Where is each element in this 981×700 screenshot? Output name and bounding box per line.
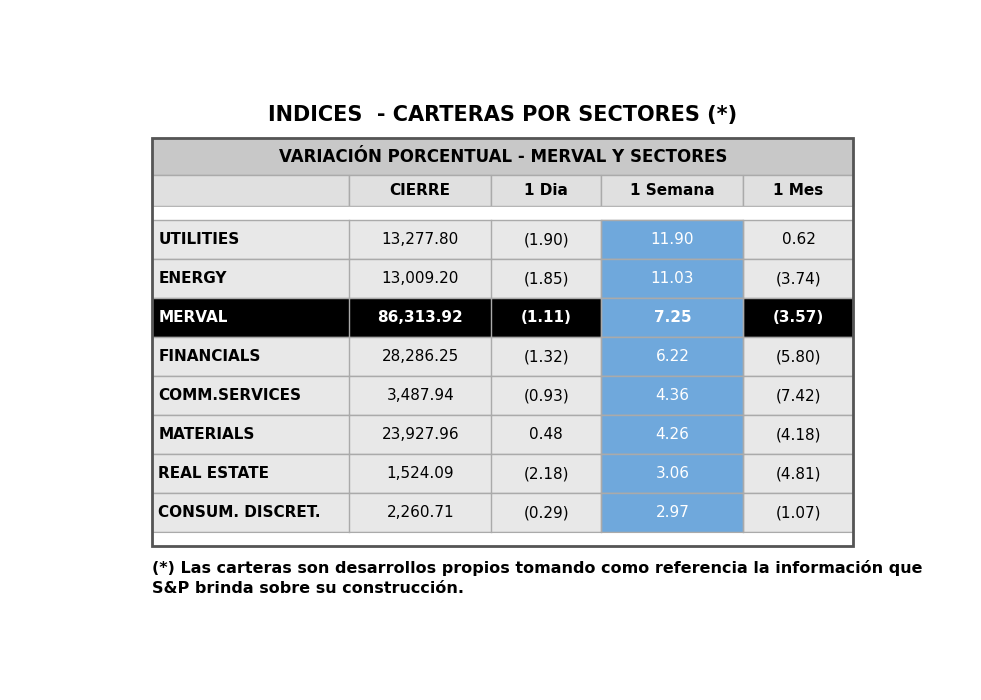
Bar <box>152 138 853 175</box>
Bar <box>152 493 853 532</box>
Text: (0.29): (0.29) <box>524 505 569 520</box>
Text: 2.97: 2.97 <box>655 505 690 520</box>
Text: INDICES  - CARTERAS POR SECTORES (*): INDICES - CARTERAS POR SECTORES (*) <box>268 105 737 125</box>
Text: REAL ESTATE: REAL ESTATE <box>158 466 269 481</box>
Text: 4.26: 4.26 <box>655 427 690 442</box>
Bar <box>601 220 744 260</box>
Text: (7.42): (7.42) <box>776 389 821 403</box>
Text: (4.81): (4.81) <box>776 466 821 481</box>
Text: 13,277.80: 13,277.80 <box>382 232 459 247</box>
Text: (1.11): (1.11) <box>521 310 572 326</box>
Text: (3.74): (3.74) <box>776 272 821 286</box>
Text: 6.22: 6.22 <box>655 349 690 364</box>
Text: CONSUM. DISCRET.: CONSUM. DISCRET. <box>158 505 321 520</box>
Bar <box>152 175 349 206</box>
Bar <box>601 454 744 493</box>
Text: 1 Dia: 1 Dia <box>525 183 568 198</box>
Bar <box>152 337 853 376</box>
Text: (*) Las carteras son desarrollos propios tomando como referencia la información : (*) Las carteras son desarrollos propios… <box>152 560 922 576</box>
Bar <box>152 220 853 260</box>
Text: 28,286.25: 28,286.25 <box>382 349 459 364</box>
Bar <box>152 415 853 454</box>
Bar <box>152 298 853 337</box>
Bar <box>601 376 744 415</box>
Bar <box>601 298 744 337</box>
Text: 1 Semana: 1 Semana <box>630 183 715 198</box>
Text: (1.07): (1.07) <box>776 505 821 520</box>
Text: 4.36: 4.36 <box>655 389 690 403</box>
Bar <box>491 175 601 206</box>
Bar <box>152 376 853 415</box>
Text: FINANCIALS: FINANCIALS <box>158 349 261 364</box>
Bar <box>152 138 853 546</box>
Text: (5.80): (5.80) <box>776 349 821 364</box>
Text: COMM.SERVICES: COMM.SERVICES <box>158 389 301 403</box>
Text: 1 Mes: 1 Mes <box>773 183 824 198</box>
Text: 3.06: 3.06 <box>655 466 690 481</box>
Bar <box>744 175 853 206</box>
Bar <box>601 337 744 376</box>
Text: (1.85): (1.85) <box>524 272 569 286</box>
Text: S&P brinda sobre su construcción.: S&P brinda sobre su construcción. <box>152 582 464 596</box>
Bar <box>601 415 744 454</box>
Text: 13,009.20: 13,009.20 <box>382 272 459 286</box>
Text: 86,313.92: 86,313.92 <box>378 310 463 326</box>
Bar <box>601 260 744 298</box>
Bar <box>601 493 744 532</box>
Text: 11.90: 11.90 <box>650 232 695 247</box>
Text: (0.93): (0.93) <box>524 389 569 403</box>
Text: 11.03: 11.03 <box>650 272 695 286</box>
Bar <box>152 532 853 546</box>
Text: (1.32): (1.32) <box>524 349 569 364</box>
Text: 3,487.94: 3,487.94 <box>387 389 454 403</box>
Text: CIERRE: CIERRE <box>389 183 450 198</box>
Text: ENERGY: ENERGY <box>158 272 227 286</box>
Text: 7.25: 7.25 <box>653 310 692 326</box>
Text: VARIACIÓN PORCENTUAL - MERVAL Y SECTORES: VARIACIÓN PORCENTUAL - MERVAL Y SECTORES <box>279 148 727 166</box>
Text: (4.18): (4.18) <box>776 427 821 442</box>
Text: MERVAL: MERVAL <box>158 310 228 326</box>
Bar <box>601 175 744 206</box>
Text: 1,524.09: 1,524.09 <box>387 466 454 481</box>
Text: 2,260.71: 2,260.71 <box>387 505 454 520</box>
Bar <box>152 454 853 493</box>
Bar <box>152 260 853 298</box>
Bar <box>349 175 491 206</box>
Text: 0.62: 0.62 <box>782 232 815 247</box>
Text: (2.18): (2.18) <box>524 466 569 481</box>
Bar <box>152 206 853 220</box>
Text: 0.48: 0.48 <box>530 427 563 442</box>
Text: (1.90): (1.90) <box>524 232 569 247</box>
Text: (3.57): (3.57) <box>773 310 824 326</box>
Text: MATERIALS: MATERIALS <box>158 427 255 442</box>
Text: 23,927.96: 23,927.96 <box>382 427 459 442</box>
Text: UTILITIES: UTILITIES <box>158 232 239 247</box>
